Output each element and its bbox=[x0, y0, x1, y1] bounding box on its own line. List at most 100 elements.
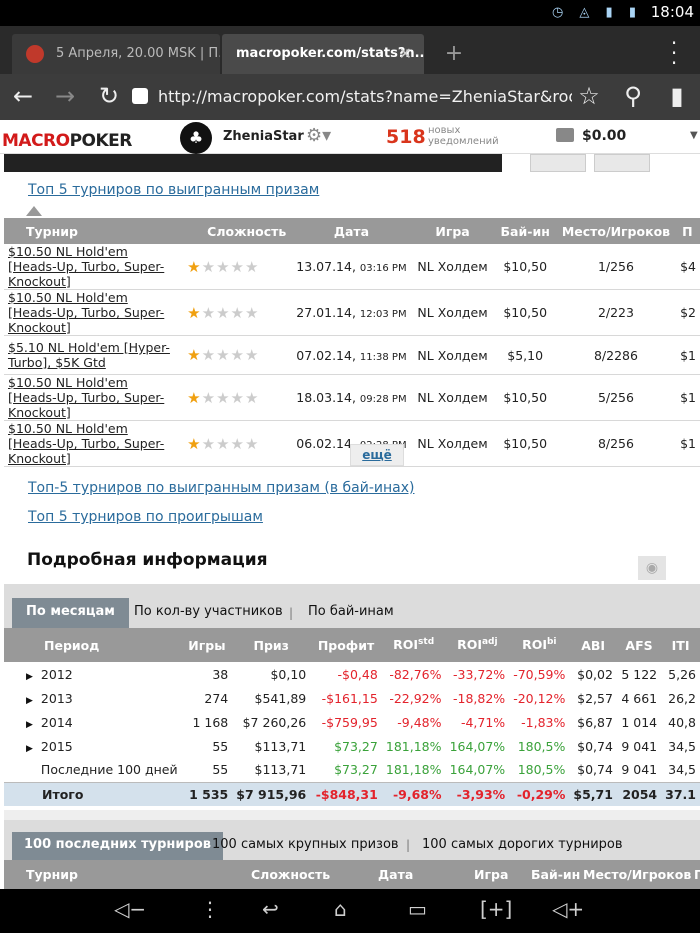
bookmark-star-icon[interactable]: ☆ bbox=[578, 82, 600, 110]
notifications-count[interactable]: 518 bbox=[386, 126, 426, 148]
date-cell: 13.07.14, 03:16 PM bbox=[292, 244, 411, 290]
chevron-down-icon[interactable]: ▼ bbox=[690, 130, 698, 141]
gear-icon[interactable]: ⚙▾ bbox=[306, 125, 332, 146]
game-cell: NL Холдем bbox=[410, 374, 495, 421]
overflow-menu-icon[interactable]: · · · bbox=[670, 31, 678, 75]
screenshot-icon[interactable]: [+] bbox=[480, 897, 513, 921]
roi-std-cell: -22,92% bbox=[389, 690, 442, 706]
expand-triangle-icon[interactable]: ▶ bbox=[26, 743, 33, 754]
table-row[interactable]: ▶ 2015 55 $113,71 $73,27 181,18% 164,07% 180,5%… bbox=[4, 734, 700, 758]
tournament-link[interactable]: $10.50 NL Hold'em [Heads-Up, Turbo, Supe… bbox=[8, 375, 165, 420]
status-icons: ◷ ◬ ▮ ▮ bbox=[551, 5, 642, 20]
tab-biggest-prizes[interactable]: 100 самых крупных призов bbox=[212, 837, 399, 852]
tournament-link[interactable]: $10.50 NL Hold'em [Heads-Up, Turbo, Supe… bbox=[8, 290, 165, 335]
menu-icon[interactable]: ⋮ bbox=[200, 897, 220, 921]
status-time: 18:04 bbox=[650, 3, 694, 21]
prize-cell: $7 915,96 bbox=[232, 781, 311, 806]
afs-cell: 4 661 bbox=[621, 690, 658, 706]
difficulty-stars: ★★★★★ bbox=[187, 257, 260, 276]
volume-down-icon[interactable]: ◁− bbox=[114, 897, 147, 921]
afs-cell: 5 122 bbox=[621, 666, 658, 682]
bookmarks-icon[interactable]: ▮ bbox=[670, 82, 684, 110]
expand-triangle-icon[interactable]: ▶ bbox=[26, 671, 33, 682]
table-row[interactable]: ▶ 2013 274 $541,89 -$161,15 -22,92% -18,82% -20… bbox=[4, 686, 700, 710]
place-cell: 8/256 bbox=[555, 420, 677, 467]
prize-cell: $113,71 bbox=[254, 762, 307, 778]
details-table: Период Игры Приз Профит ROIstd ROIadj RO… bbox=[4, 628, 700, 806]
banner-thumb[interactable] bbox=[594, 154, 650, 172]
table-row[interactable]: ▶ 2014 1 168 $7 260,26 -$759,95 -9,48% -4,71% -… bbox=[4, 710, 700, 734]
prize-cell: $1 bbox=[676, 335, 700, 375]
col-roi-adj: ROIadj bbox=[445, 628, 510, 662]
col-buyin: Бай-ин bbox=[494, 218, 556, 244]
top5-prizes-link[interactable]: Топ 5 турниров по выигранным призам bbox=[28, 182, 320, 198]
caret-up-icon bbox=[26, 206, 42, 216]
period-cell: ▶ 2012 bbox=[26, 666, 73, 682]
banner-thumb[interactable] bbox=[530, 154, 586, 172]
col-tournament: Турнир bbox=[4, 218, 182, 244]
period-cell: Итого bbox=[4, 781, 182, 806]
buyin-cell: $10,50 bbox=[494, 244, 556, 290]
reload-icon[interactable]: ↻ bbox=[98, 82, 120, 110]
roi-std-cell: -82,76% bbox=[389, 666, 442, 682]
recent-tabs: 100 последних турниров 100 самых крупных… bbox=[4, 820, 700, 860]
roi-bi-cell: 180,5% bbox=[517, 738, 566, 754]
tab-by-month[interactable]: По месяцам bbox=[12, 598, 129, 628]
camera-icon[interactable]: ◉ bbox=[638, 556, 666, 580]
abi-cell: $0,74 bbox=[577, 762, 613, 778]
top5-buyins-link[interactable]: Топ-5 турниров по выигранным призам (в б… bbox=[28, 480, 415, 496]
expand-triangle-icon[interactable]: ▶ bbox=[26, 719, 33, 730]
browser-tab-1[interactable]: 5 Апреля, 20.00 MSK | П... bbox=[12, 34, 220, 74]
tournament-link[interactable]: $10.50 NL Hold'em [Heads-Up, Turbo, Supe… bbox=[8, 421, 165, 466]
table-row[interactable]: ▶ 2012 38 $0,10 -$0,48 -82,76% -33,72% -70,59% $… bbox=[4, 662, 700, 686]
table-row: $5.10 NL Hold'em [Hyper-Turbo], $5K Gtd ★… bbox=[4, 335, 700, 375]
profit-cell: $73,27 bbox=[334, 738, 378, 754]
abi-cell: $2,57 bbox=[577, 690, 613, 706]
games-cell: 1 535 bbox=[181, 781, 233, 806]
roi-std-cell: -9,48% bbox=[397, 714, 442, 730]
back-arrow-icon[interactable]: ← bbox=[12, 82, 34, 110]
period-cell: ▶ 2013 bbox=[26, 690, 73, 706]
roi-std-cell: 181,18% bbox=[385, 762, 442, 778]
table-row: ▶Последние 100 дней 55 $113,71 $73,27 181,18… bbox=[4, 758, 700, 782]
games-cell: 55 bbox=[212, 762, 229, 778]
username[interactable]: ZheniaStar bbox=[223, 129, 304, 144]
browser-tab-bar: 5 Апреля, 20.00 MSK | П... macropoker.co… bbox=[0, 26, 700, 74]
url-field[interactable]: http://macropoker.com/stats?name=ZheniaS… bbox=[132, 80, 572, 114]
expand-triangle-icon[interactable]: ▶ bbox=[26, 695, 33, 706]
site-logo[interactable]: MACROPOKER bbox=[2, 131, 132, 151]
back-icon[interactable]: ↩ bbox=[262, 897, 279, 921]
tournament-link[interactable]: $5.10 NL Hold'em [Hyper-Turbo], $5K Gtd bbox=[8, 340, 170, 370]
tab-most-expensive[interactable]: 100 самых дорогих турниров bbox=[422, 837, 623, 852]
volume-up-icon[interactable]: ◁+ bbox=[552, 897, 585, 921]
details-tabs: По месяцам По кол-ву участников | По бай… bbox=[4, 584, 700, 628]
col-period: Период bbox=[4, 628, 182, 662]
roi-std-cell: -9,68% bbox=[381, 781, 446, 806]
tab-by-buyin[interactable]: По бай-инам bbox=[308, 604, 394, 619]
new-tab-button[interactable]: + bbox=[444, 41, 464, 66]
more-button[interactable]: ещё bbox=[350, 444, 404, 466]
games-cell: 38 bbox=[212, 666, 229, 682]
avatar[interactable]: ♣ bbox=[180, 122, 212, 154]
col-game: Игра bbox=[410, 218, 495, 244]
close-tab-icon[interactable]: ✕ bbox=[398, 44, 412, 63]
prize-cell: $7 260,26 bbox=[242, 714, 307, 730]
browser-tab-2[interactable]: macropoker.com/stats?n... ✕ bbox=[222, 34, 424, 74]
games-cell: 1 168 bbox=[192, 714, 229, 730]
top5-losses-link[interactable]: Топ 5 турниров по проигрышам bbox=[28, 509, 263, 525]
abi-cell: $6,87 bbox=[577, 714, 613, 730]
profit-cell: -$161,15 bbox=[321, 690, 378, 706]
recent-apps-icon[interactable]: ▭ bbox=[408, 897, 427, 921]
tab-by-participants[interactable]: По кол-ву участников bbox=[134, 604, 283, 619]
tab-last-100[interactable]: 100 последних турниров bbox=[12, 832, 223, 860]
forward-arrow-icon[interactable]: → bbox=[54, 82, 76, 110]
col-abi: ABI bbox=[569, 628, 617, 662]
tournament-link[interactable]: $10.50 NL Hold'em [Heads-Up, Turbo, Supe… bbox=[8, 244, 165, 289]
profit-cell: -$759,95 bbox=[321, 714, 378, 730]
site-info-icon[interactable] bbox=[132, 88, 148, 104]
roi-adj-cell: -18,82% bbox=[453, 690, 506, 706]
home-icon[interactable]: ⌂ bbox=[334, 897, 347, 921]
banner[interactable] bbox=[0, 154, 700, 172]
search-icon[interactable]: ⚲ bbox=[624, 82, 642, 110]
site-header: MACROPOKER ♣ ZheniaStar ⚙▾ 518 новых увед… bbox=[0, 120, 700, 154]
